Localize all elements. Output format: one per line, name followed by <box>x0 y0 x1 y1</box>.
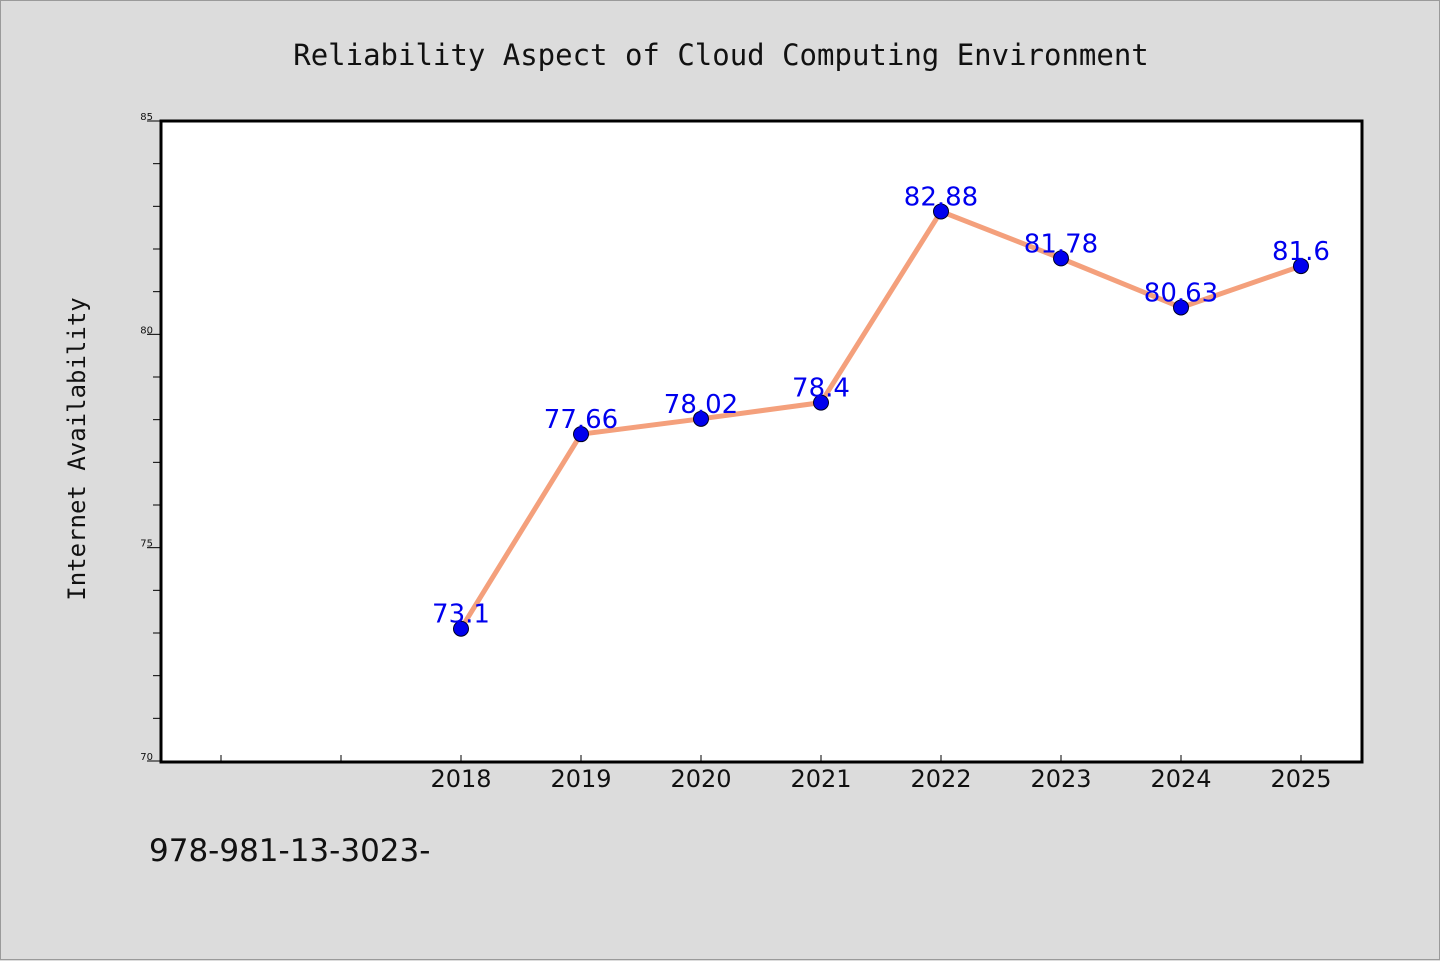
footer-isbn-note: 978-981-13-3023- <box>149 833 431 869</box>
data-label: 81.6 <box>1272 237 1330 267</box>
data-point-marker <box>453 620 469 637</box>
chart-title: Reliability Aspect of Cloud Computing En… <box>293 38 1149 72</box>
x-tick-label: 2025 <box>1270 765 1331 793</box>
y-axis-label: Internet Availability <box>63 297 91 600</box>
data-label: 78.02 <box>664 390 738 420</box>
data-point-marker <box>573 426 589 443</box>
x-tick-label: 2018 <box>430 765 491 793</box>
y-tick-label: 70 <box>140 752 153 763</box>
data-point-marker <box>1053 250 1069 267</box>
x-tick-label: 2021 <box>790 765 851 793</box>
data-point-marker <box>693 410 709 427</box>
y-axis-ticks: 70 75 80 85 <box>140 112 161 763</box>
plot-area <box>159 119 1364 764</box>
data-label: 82.88 <box>904 182 978 212</box>
x-tick-label: 2019 <box>550 765 611 793</box>
x-tick-label: 2022 <box>910 765 971 793</box>
x-tick-label: 2024 <box>1150 765 1211 793</box>
data-point-marker <box>1293 258 1309 275</box>
x-axis-ticks: 2018 2019 2020 2021 2022 2023 2024 2025 <box>220 755 1332 793</box>
data-points <box>453 203 1309 637</box>
data-label: 81.78 <box>1024 229 1098 259</box>
data-point-marker <box>1173 299 1189 316</box>
x-tick-label: 2020 <box>670 765 731 793</box>
x-tick-label: 2023 <box>1030 765 1091 793</box>
data-label: 73.1 <box>432 600 490 630</box>
data-labels: 73.1 77.66 78.02 78.4 82.88 81.78 80.63 81.6 <box>432 182 1330 629</box>
y-tick-label: 85 <box>140 112 153 123</box>
data-label: 77.66 <box>544 405 618 435</box>
data-label: 80.63 <box>1144 278 1218 308</box>
series-line <box>458 208 1302 631</box>
data-point-marker <box>813 394 829 411</box>
y-tick-label: 75 <box>140 539 153 550</box>
y-tick-label: 80 <box>140 325 153 336</box>
data-label: 78.4 <box>792 374 850 404</box>
data-point-marker <box>933 203 949 220</box>
